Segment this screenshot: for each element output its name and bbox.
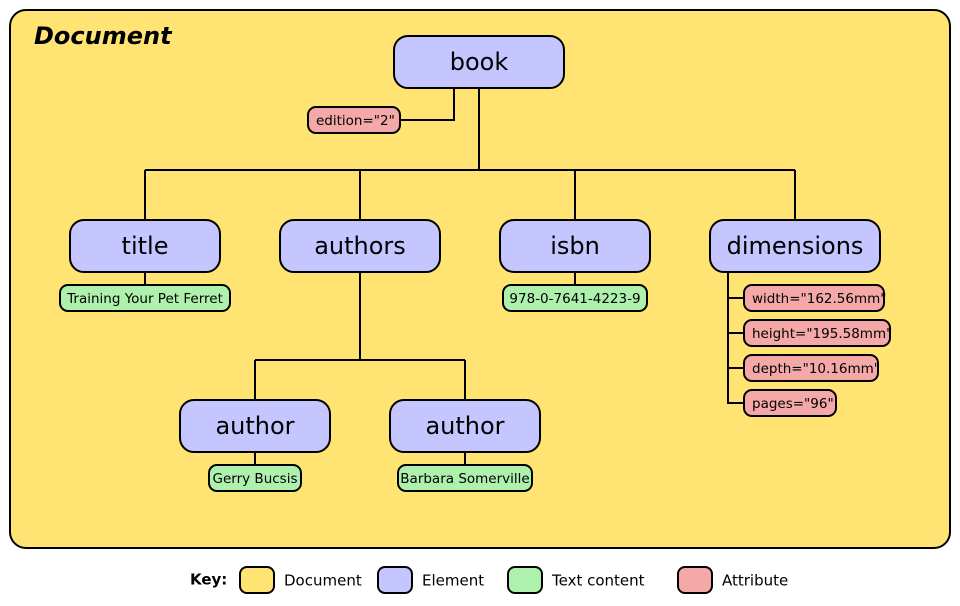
label-dim_pages: pages="96" <box>752 396 834 412</box>
label-dim_height: height="195.58mm" <box>752 326 892 342</box>
label-author1_text: Gerry Bucsis <box>213 471 298 487</box>
label-edition: edition="2" <box>316 113 395 129</box>
label-title_text: Training Your Pet Ferret <box>66 291 223 307</box>
legend-key-label: Key: <box>190 571 227 589</box>
label-isbn: isbn <box>550 232 600 260</box>
label-authors: authors <box>314 232 406 260</box>
label-dim_depth: depth="10.16mm" <box>752 361 880 377</box>
legend-label-attribute: Attribute <box>722 572 788 590</box>
label-book: book <box>450 48 509 76</box>
label-isbn_text: 978-0-7641-4223-9 <box>509 291 640 307</box>
document-title: Document <box>34 22 173 50</box>
label-dim_width: width="162.56mm" <box>752 291 886 307</box>
legend-swatch-attribute <box>678 567 712 593</box>
legend-label-element: Element <box>422 572 484 590</box>
legend-swatch-document <box>240 567 274 593</box>
label-dimensions: dimensions <box>727 232 864 260</box>
legend-swatch-text_content <box>508 567 542 593</box>
label-author1: author <box>215 412 294 440</box>
legend-label-document: Document <box>284 572 362 590</box>
label-author2: author <box>425 412 504 440</box>
legend-label-text_content: Text content <box>551 572 645 590</box>
label-author2_text: Barbara Somerville <box>400 471 529 487</box>
legend-swatch-element <box>378 567 412 593</box>
label-title: title <box>122 232 169 260</box>
